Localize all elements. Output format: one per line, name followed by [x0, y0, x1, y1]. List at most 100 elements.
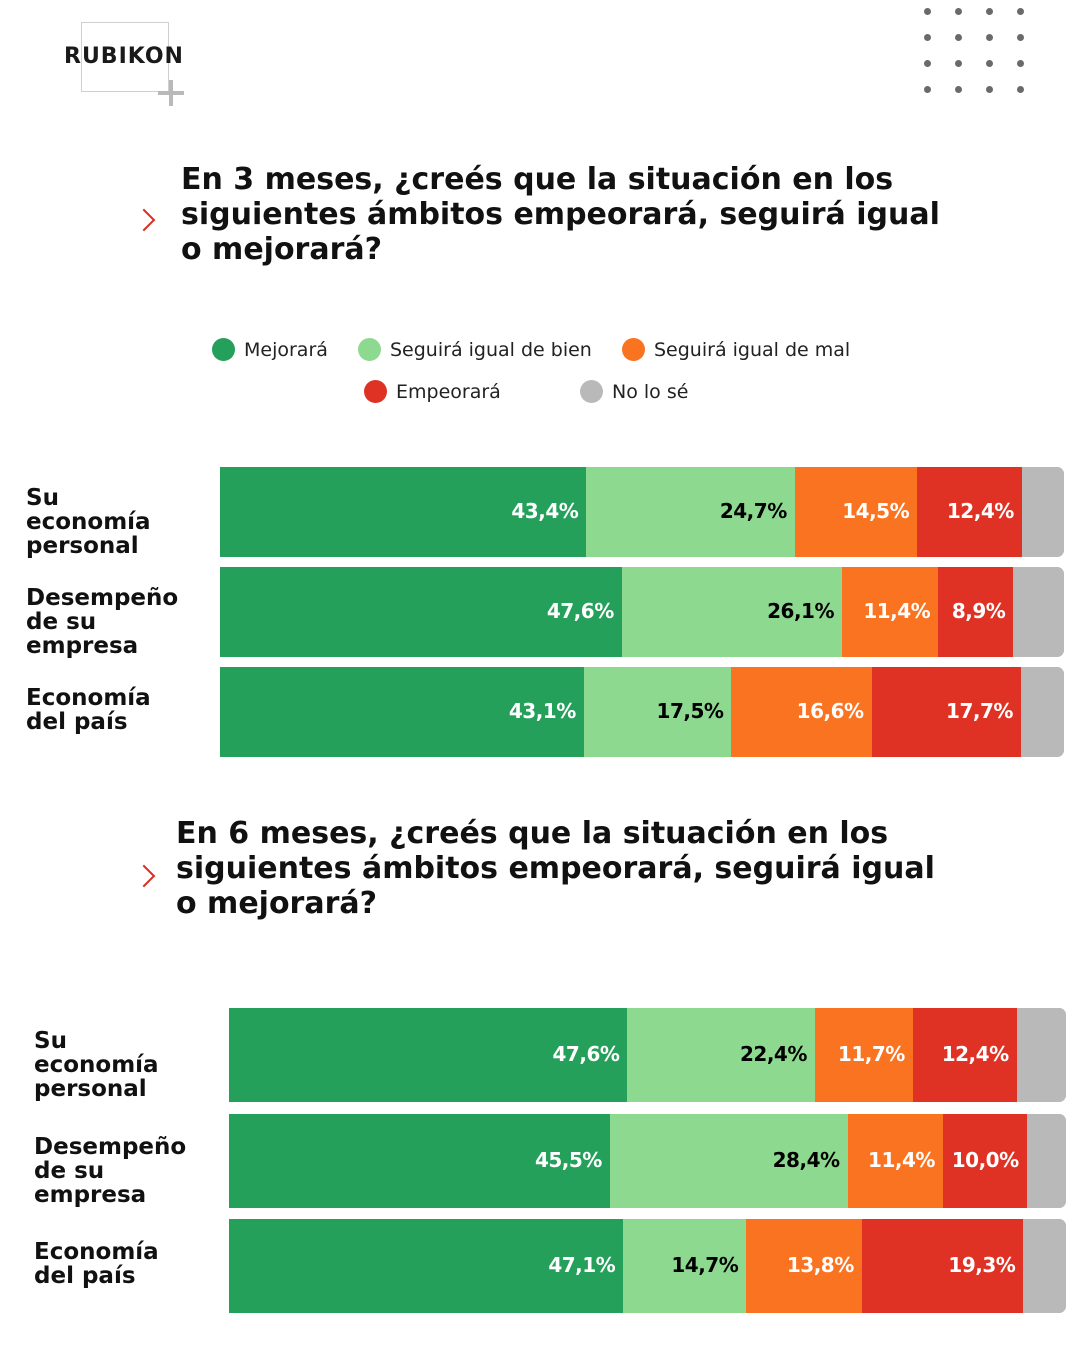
bar-segment-igual-mal: 11,7%	[814, 1008, 913, 1102]
data-label: 17,5%	[656, 699, 724, 723]
dot-decoration	[955, 86, 962, 93]
bar-segment-mejorara: 43,4%	[220, 467, 587, 557]
bar-segment-no-lo-se	[1023, 1219, 1066, 1313]
bar-segment-igual-bien: 28,4%	[609, 1114, 848, 1208]
stacked-bar: 43,1% 17,5% 16,6% 17,7%	[220, 667, 1064, 757]
row-label-line: Desempeño	[34, 1134, 187, 1160]
row-label: Desempeño de su empresa	[34, 1135, 186, 1207]
bar-segment-mejorara: 47,6%	[220, 567, 622, 657]
data-label: 26,1%	[767, 599, 835, 623]
legend-swatch	[580, 380, 603, 403]
data-label: 17,7%	[946, 699, 1013, 723]
bar-segment-mejorara: 47,6%	[229, 1008, 628, 1102]
chevron-right-icon	[132, 864, 156, 888]
legend-label: Seguirá igual de mal	[654, 338, 851, 361]
logo-frame	[81, 22, 169, 92]
bar-segment-igual-mal: 11,4%	[847, 1114, 943, 1208]
bar-segment-mejorara: 43,1%	[220, 667, 584, 757]
row-label: Su economía personal	[34, 1029, 159, 1101]
data-label: 11,4%	[863, 599, 931, 623]
dot-decoration	[1017, 34, 1024, 41]
stacked-bar: 43,4% 24,7% 14,5% 12,4%	[220, 467, 1064, 557]
dot-decoration	[924, 60, 931, 67]
dot-decoration	[955, 34, 962, 41]
bar-segment-no-lo-se	[1026, 1114, 1066, 1208]
row-label: Economía del país	[26, 686, 151, 734]
row-label: Su economía personal	[26, 486, 151, 558]
chevron-right-icon	[132, 208, 156, 232]
row-label-line: personal	[34, 1076, 147, 1102]
stacked-bar: 45,5% 28,4% 11,4% 10,0%	[229, 1114, 1066, 1208]
dot-decoration	[924, 8, 931, 15]
dot-grid-decoration	[918, 2, 1038, 102]
row-label-line: Economía	[26, 685, 151, 711]
data-label: 47,6%	[552, 1042, 620, 1066]
legend-swatch	[622, 338, 645, 361]
bar-segment-empeorara: 19,3%	[861, 1219, 1024, 1313]
row-label-line: Desempeño	[26, 585, 179, 611]
stacked-bar: 47,6% 22,4% 11,7% 12,4%	[229, 1008, 1066, 1102]
dot-decoration	[986, 8, 993, 15]
data-label: 11,7%	[837, 1042, 905, 1066]
bar-segment-empeorara: 8,9%	[938, 567, 1014, 657]
bar-segment-igual-mal: 16,6%	[731, 667, 872, 757]
row-label-line: de su empresa	[34, 1158, 147, 1208]
dot-decoration	[955, 60, 962, 67]
legend-item-no-lo-se: No lo sé	[580, 380, 688, 403]
data-label: 19,3%	[948, 1253, 1016, 1277]
bar-segment-igual-bien: 22,4%	[627, 1008, 815, 1102]
data-label: 8,9%	[951, 599, 1006, 623]
dot-decoration	[986, 34, 993, 41]
bar-segment-empeorara: 12,4%	[917, 467, 1022, 557]
dot-decoration	[955, 8, 962, 15]
row-label-line: Su economía	[26, 485, 151, 535]
rubikon-logo: RUBIKON	[64, 22, 189, 106]
data-label: 12,4%	[946, 499, 1014, 523]
dot-decoration	[1017, 86, 1024, 93]
bar-segment-mejorara: 45,5%	[229, 1114, 610, 1208]
row-label-line: del país	[34, 1263, 136, 1289]
data-label: 45,5%	[534, 1148, 602, 1172]
legend-label: Mejorará	[244, 338, 328, 361]
row-label-line: Su economía	[34, 1028, 159, 1078]
row-label-line: Economía	[34, 1239, 159, 1265]
data-label: 14,5%	[842, 499, 910, 523]
data-label: 47,6%	[546, 599, 614, 623]
row-label-line: personal	[26, 533, 139, 559]
legend-item-empeorara: Empeorará	[364, 380, 501, 403]
bar-segment-no-lo-se	[1020, 667, 1064, 757]
data-label: 43,4%	[511, 499, 579, 523]
dot-decoration	[1017, 8, 1024, 15]
legend-item-mejorara: Mejorará	[212, 338, 328, 361]
bar-segment-mejorara: 47,1%	[229, 1219, 624, 1313]
bar-segment-no-lo-se	[1013, 567, 1064, 657]
data-label: 22,4%	[740, 1042, 807, 1066]
data-label: 43,1%	[508, 699, 576, 723]
row-label: Desempeño de su empresa	[26, 586, 178, 658]
dot-decoration	[986, 60, 993, 67]
bar-segment-igual-mal: 13,8%	[746, 1219, 862, 1313]
data-label: 16,6%	[796, 699, 864, 723]
bar-segment-igual-mal: 14,5%	[794, 467, 918, 557]
data-label: 11,4%	[868, 1148, 935, 1172]
legend-item-igual-mal: Seguirá igual de mal	[622, 338, 850, 361]
row-label-line: del país	[26, 709, 128, 735]
stacked-bar: 47,6% 26,1% 11,4% 8,9%	[220, 567, 1064, 657]
row-label: Economía del país	[34, 1240, 159, 1288]
dot-decoration	[1017, 60, 1024, 67]
legend-swatch	[364, 380, 387, 403]
bar-segment-igual-mal: 11,4%	[842, 567, 939, 657]
stacked-bar: 47,1% 14,7% 13,8% 19,3%	[229, 1219, 1066, 1313]
bar-segment-igual-bien: 26,1%	[621, 567, 843, 657]
row-label-line: de su empresa	[26, 609, 139, 659]
legend-item-igual-bien: Seguirá igual de bien	[358, 338, 592, 361]
bar-segment-no-lo-se	[1021, 467, 1064, 557]
dot-decoration	[924, 34, 931, 41]
bar-segment-igual-bien: 17,5%	[583, 667, 732, 757]
data-label: 10,0%	[951, 1148, 1019, 1172]
question-title: En 3 meses, ¿creés que la situación en l…	[181, 162, 940, 267]
dot-decoration	[924, 86, 931, 93]
data-label: 47,1%	[548, 1253, 616, 1277]
bar-segment-empeorara: 17,7%	[871, 667, 1021, 757]
data-label: 13,8%	[786, 1253, 854, 1277]
